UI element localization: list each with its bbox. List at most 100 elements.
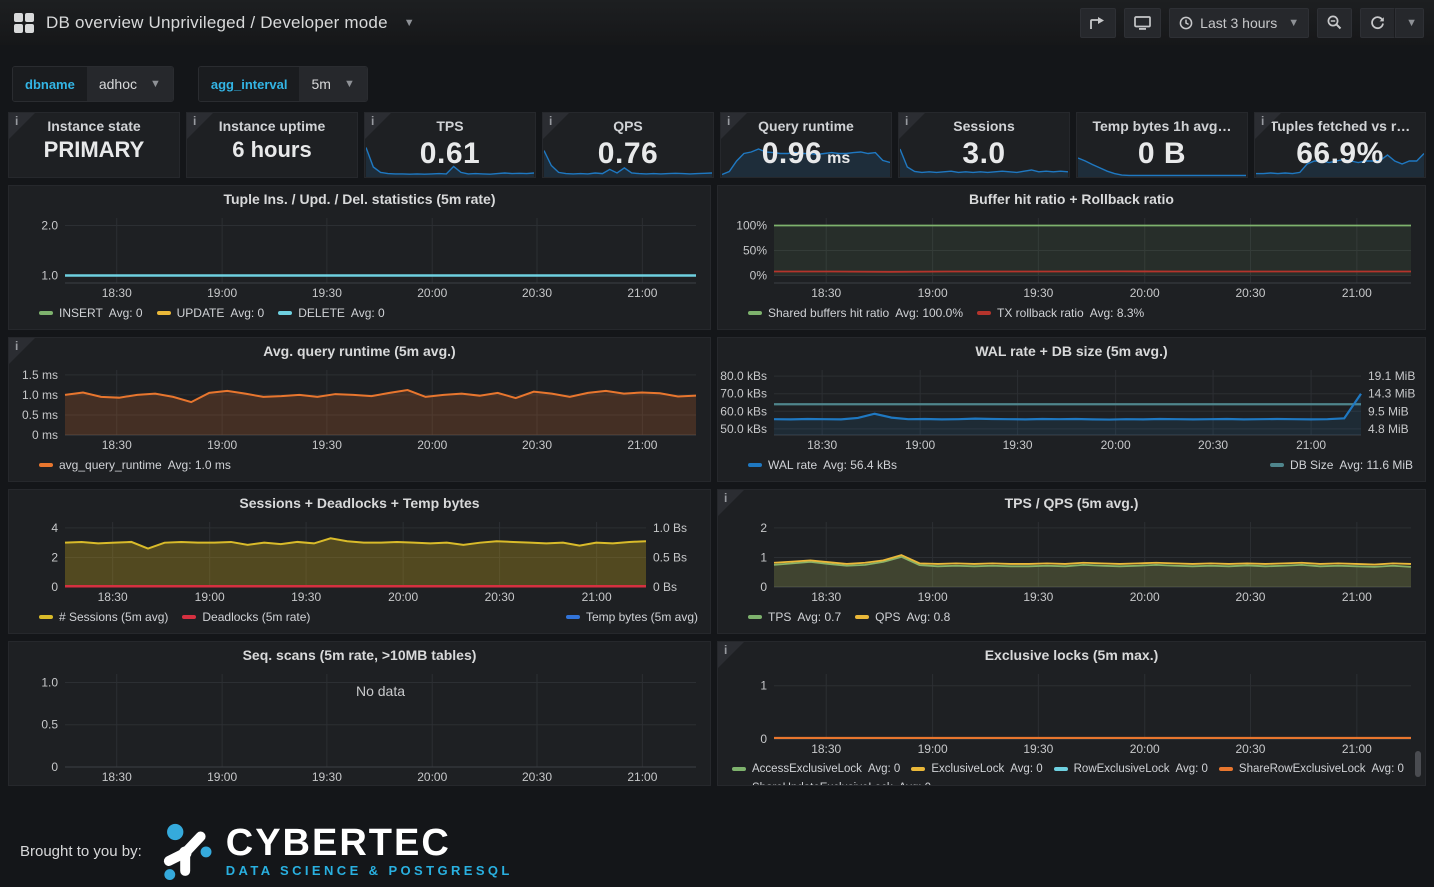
- svg-text:21:00: 21:00: [1342, 286, 1372, 300]
- svg-text:20:30: 20:30: [1235, 286, 1265, 300]
- panel-title[interactable]: Buffer hit ratio + Rollback ratio: [718, 186, 1425, 212]
- panel-info-icon[interactable]: i: [1255, 113, 1281, 139]
- svg-text:19:00: 19:00: [918, 590, 948, 604]
- variable-value-dropdown[interactable]: adhoc ▼: [87, 67, 173, 101]
- chart-legend: INSERTAvg: 0 UPDATEAvg: 0 DELETEAvg: 0: [9, 301, 710, 329]
- svg-text:20:30: 20:30: [485, 590, 515, 604]
- zoom-out-icon: [1327, 15, 1342, 30]
- svg-text:100%: 100%: [736, 219, 767, 233]
- stat-panel-tps[interactable]: iTPS0.61: [364, 112, 536, 178]
- share-button[interactable]: [1080, 8, 1116, 38]
- legend-item[interactable]: Shared buffers hit ratioAvg: 100.0%: [748, 304, 963, 321]
- panel-title[interactable]: Sessions + Deadlocks + Temp bytes: [9, 490, 710, 516]
- legend-item[interactable]: TX rollback ratioAvg: 8.3%: [977, 304, 1144, 321]
- seq-scans-chart: 18:3019:0019:3020:0020:3021:001.00.50No …: [9, 668, 710, 785]
- svg-text:21:00: 21:00: [1342, 742, 1372, 756]
- svg-text:19:00: 19:00: [905, 438, 935, 452]
- tv-mode-button[interactable]: [1124, 8, 1161, 38]
- svg-text:19:00: 19:00: [207, 438, 237, 452]
- stat-value: 6 hours: [187, 137, 357, 163]
- stat-row: iInstance statePRIMARYiInstance uptime6 …: [8, 112, 1426, 178]
- legend-item[interactable]: Deadlocks (5m rate): [182, 608, 310, 625]
- legend-scrollbar[interactable]: [1415, 751, 1421, 777]
- panel-info-icon[interactable]: i: [187, 113, 213, 139]
- panel-info-icon[interactable]: i: [721, 113, 747, 139]
- panel-title[interactable]: WAL rate + DB size (5m avg.): [718, 338, 1425, 364]
- panel-grid: Tuple Ins. / Upd. / Del. statistics (5m …: [8, 185, 1426, 786]
- stat-panel-query-runtime[interactable]: iQuery runtime0.96ms: [720, 112, 892, 178]
- stat-panel-instance-state[interactable]: iInstance statePRIMARY: [8, 112, 180, 178]
- legend-item[interactable]: WAL rateAvg: 56.4 kBs: [748, 456, 897, 473]
- panel-info-icon[interactable]: i: [9, 113, 35, 139]
- svg-text:20:30: 20:30: [1198, 438, 1228, 452]
- panel-info-icon[interactable]: i: [718, 642, 744, 668]
- chevron-down-icon: ▼: [1288, 17, 1299, 29]
- buffer-rollback-chart: 18:3019:0019:3020:0020:3021:00100%50%0%: [718, 212, 1425, 301]
- stat-panel-temp-bytes[interactable]: Temp bytes 1h avg…0 B: [1076, 112, 1248, 178]
- svg-text:19:30: 19:30: [291, 590, 321, 604]
- panel-tuple-stats: Tuple Ins. / Upd. / Del. statistics (5m …: [8, 185, 711, 330]
- legend-item[interactable]: Temp bytes (5m avg): [566, 608, 698, 625]
- panel-title[interactable]: Seq. scans (5m rate, >10MB tables): [9, 642, 710, 668]
- legend-item[interactable]: UPDATEAvg: 0: [157, 304, 265, 321]
- chevron-down-icon: ▼: [150, 78, 161, 90]
- legend-item[interactable]: AccessExclusiveLockAvg: 0: [732, 760, 900, 777]
- zoom-out-button[interactable]: [1317, 8, 1352, 38]
- panel-info-icon[interactable]: i: [543, 113, 569, 139]
- legend-item[interactable]: TPSAvg: 0.7: [748, 608, 841, 625]
- svg-text:20:00: 20:00: [417, 770, 447, 784]
- svg-text:19:30: 19:30: [1003, 438, 1033, 452]
- chevron-down-icon[interactable]: ▼: [404, 17, 415, 29]
- legend-item[interactable]: # Sessions (5m avg): [39, 608, 168, 625]
- stat-panel-instance-uptime[interactable]: iInstance uptime6 hours: [186, 112, 358, 178]
- svg-text:20:00: 20:00: [417, 438, 447, 452]
- panel-title[interactable]: TPS / QPS (5m avg.): [718, 490, 1425, 516]
- panel-title[interactable]: Exclusive locks (5m max.): [718, 642, 1425, 668]
- svg-text:21:00: 21:00: [582, 590, 612, 604]
- legend-item[interactable]: DELETEAvg: 0: [278, 304, 385, 321]
- legend-item[interactable]: QPSAvg: 0.8: [855, 608, 950, 625]
- svg-text:19:00: 19:00: [918, 286, 948, 300]
- legend-item[interactable]: ExclusiveLockAvg: 0: [911, 760, 1042, 777]
- refresh-interval-dropdown[interactable]: ▼: [1395, 8, 1424, 38]
- svg-text:0.5 Bs: 0.5 Bs: [653, 550, 687, 564]
- panel-info-icon[interactable]: i: [365, 113, 391, 139]
- svg-text:0 Bs: 0 Bs: [653, 580, 677, 594]
- svg-text:19:00: 19:00: [207, 286, 237, 300]
- svg-text:20:00: 20:00: [388, 590, 418, 604]
- legend-item[interactable]: RowExclusiveLockAvg: 0: [1054, 760, 1208, 777]
- panel-info-icon[interactable]: i: [718, 490, 744, 516]
- dashboard-grid-icon[interactable]: [14, 13, 34, 33]
- svg-text:20:00: 20:00: [1130, 590, 1160, 604]
- legend-item[interactable]: ShareUpdateExclusiveLockAvg: 0: [732, 779, 931, 785]
- chart-legend: AccessExclusiveLockAvg: 0 ExclusiveLockAv…: [718, 757, 1425, 785]
- panel-info-icon[interactable]: i: [9, 338, 35, 364]
- brought-to-you-by-label: Brought to you by:: [20, 843, 142, 860]
- dashboard-title[interactable]: DB overview Unprivileged / Developer mod…: [46, 13, 388, 33]
- tps-qps-chart: 18:3019:0019:3020:0020:3021:00210: [718, 516, 1425, 605]
- variable-value-dropdown[interactable]: 5m ▼: [299, 67, 366, 101]
- panel-title[interactable]: Tuple Ins. / Upd. / Del. statistics (5m …: [9, 186, 710, 212]
- legend-item[interactable]: INSERTAvg: 0: [39, 304, 143, 321]
- legend-item[interactable]: ShareRowExclusiveLockAvg: 0: [1219, 760, 1404, 777]
- stat-panel-sessions[interactable]: iSessions3.0: [898, 112, 1070, 178]
- time-range-label: Last 3 hours: [1200, 15, 1277, 31]
- refresh-button[interactable]: [1360, 8, 1395, 38]
- svg-text:80.0 kBs: 80.0 kBs: [720, 369, 767, 383]
- svg-text:0 ms: 0 ms: [32, 428, 58, 442]
- time-range-button[interactable]: Last 3 hours ▼: [1169, 8, 1309, 38]
- stat-panel-qps[interactable]: iQPS0.76: [542, 112, 714, 178]
- legend-item[interactable]: avg_query_runtimeAvg: 1.0 ms: [39, 456, 231, 473]
- legend-item[interactable]: DB SizeAvg: 11.6 MiB: [1270, 456, 1413, 473]
- panel-avg-query-runtime: i Avg. query runtime (5m avg.) 18:3019:0…: [8, 337, 711, 482]
- panel-title[interactable]: Avg. query runtime (5m avg.): [9, 338, 710, 364]
- monitor-icon: [1134, 16, 1151, 30]
- panel-info-icon[interactable]: i: [899, 113, 925, 139]
- share-icon: [1090, 16, 1106, 30]
- panel-buffer-rollback: Buffer hit ratio + Rollback ratio 18:301…: [717, 185, 1426, 330]
- variable-value: adhoc: [99, 76, 137, 92]
- variable-label: agg_interval: [199, 67, 300, 101]
- stat-panel-tuples-fetched[interactable]: iTuples fetched vs r…66.9%: [1254, 112, 1426, 178]
- svg-text:21:00: 21:00: [1342, 590, 1372, 604]
- cybertec-molecule-icon: [158, 822, 216, 880]
